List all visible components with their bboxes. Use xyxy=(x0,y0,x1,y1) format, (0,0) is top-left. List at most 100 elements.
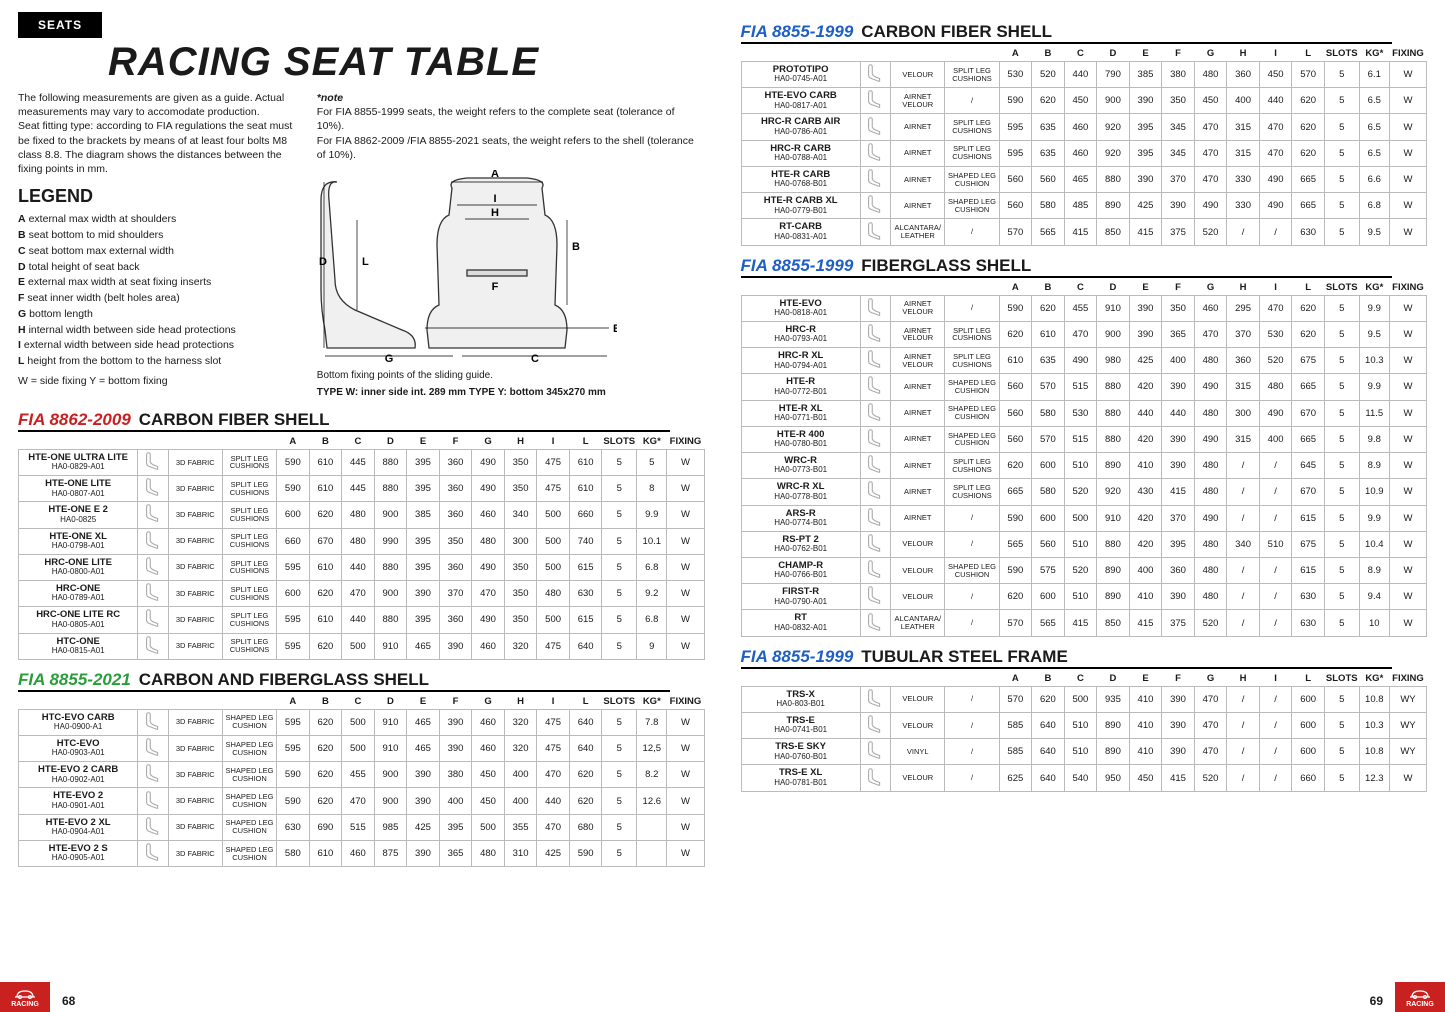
value-cell: 510 xyxy=(1064,712,1097,738)
value-cell: 850 xyxy=(1097,610,1130,636)
value-cell: 340 xyxy=(1227,531,1260,557)
value-cell: 610 xyxy=(569,476,602,502)
value-cell: 480 xyxy=(1194,531,1227,557)
value-cell: 600 xyxy=(1032,505,1065,531)
value-cell: 475 xyxy=(537,735,570,761)
value-cell xyxy=(637,814,667,840)
value-cell: 5 xyxy=(602,528,637,554)
value-cell: 10.8 xyxy=(1359,739,1389,765)
table-row: FIRST-RHA0-0790-A01VELOUR/62060051089041… xyxy=(741,584,1427,610)
cushion-cell: SHAPED LEG CUSHION xyxy=(945,557,999,583)
seat-name: HTE-EVO 2 SHA0-0905-A01 xyxy=(19,840,138,866)
value-cell: W xyxy=(667,762,704,788)
cushion-cell: SHAPED LEG CUSHION xyxy=(222,840,276,866)
svg-text:F: F xyxy=(491,281,498,293)
value-cell: 9.5 xyxy=(1359,321,1389,347)
value-cell: 415 xyxy=(1064,219,1097,245)
value-cell: 365 xyxy=(1162,321,1195,347)
table-row: HTE-EVOHA0-0818-A01AIRNET VELOUR/5906204… xyxy=(741,295,1427,321)
col-header: I xyxy=(1259,46,1292,62)
value-cell: 490 xyxy=(1259,166,1292,192)
value-cell: 570 xyxy=(999,686,1032,712)
value-cell: 610 xyxy=(1032,321,1065,347)
col-header: KG* xyxy=(1359,671,1389,687)
value-cell: 5 xyxy=(1324,88,1359,114)
value-cell: 475 xyxy=(537,709,570,735)
section-header: FIA 8855-1999FIBERGLASS SHELL xyxy=(741,256,1428,278)
value-cell: 390 xyxy=(1129,88,1162,114)
value-cell: 470 xyxy=(537,762,570,788)
seat-name: HTE-ONE ULTRA LITEHA0-0829-A01 xyxy=(19,449,138,475)
material-cell: 3D FABRIC xyxy=(168,528,222,554)
value-cell: 5 xyxy=(1324,505,1359,531)
value-cell: 500 xyxy=(342,633,375,659)
value-cell: 12,5 xyxy=(637,735,667,761)
table-row: WRC-RHA0-0773-B01AIRNETSPLIT LEG CUSHION… xyxy=(741,453,1427,479)
value-cell: W xyxy=(1389,479,1426,505)
cushion-cell: SPLIT LEG CUSHIONS xyxy=(222,633,276,659)
value-cell: 370 xyxy=(439,581,472,607)
value-cell: 315 xyxy=(1227,426,1260,452)
seat-icon xyxy=(864,141,886,163)
seat-name: HRC-ONEHA0-0789-A01 xyxy=(19,581,138,607)
cushion-cell: SHAPED LEG CUSHION xyxy=(945,166,999,192)
cushion-cell: SHAPED LEG CUSHION xyxy=(945,400,999,426)
value-cell: 375 xyxy=(1162,219,1195,245)
section-header: FIA 8862-2009CARBON FIBER SHELL xyxy=(18,410,705,432)
value-cell: 10 xyxy=(1359,610,1389,636)
cushion-cell: / xyxy=(945,531,999,557)
value-cell: 615 xyxy=(569,607,602,633)
value-cell: / xyxy=(1227,505,1260,531)
value-cell: 6.8 xyxy=(637,554,667,580)
material-cell: 3D FABRIC xyxy=(168,762,222,788)
col-header: A xyxy=(277,694,310,710)
value-cell: 520 xyxy=(1064,479,1097,505)
note-text: For FIA 8855-1999 seats, the weight refe… xyxy=(317,105,705,162)
value-cell: 575 xyxy=(1032,557,1065,583)
value-cell: 5 xyxy=(1324,114,1359,140)
table-row: HRC-R CARB AIRHA0-0786-A01AIRNETSPLIT LE… xyxy=(741,114,1427,140)
value-cell: 350 xyxy=(504,554,537,580)
col-header: KG* xyxy=(1359,280,1389,296)
value-cell: 665 xyxy=(999,479,1032,505)
value-cell: 565 xyxy=(1032,610,1065,636)
value-cell: 460 xyxy=(472,735,505,761)
seat-name: HRC-R CARB AIRHA0-0786-A01 xyxy=(741,114,860,140)
value-cell: 10.3 xyxy=(1359,712,1389,738)
value-cell: 395 xyxy=(407,554,440,580)
legend-item: Lheight from the bottom to the harness s… xyxy=(18,354,299,370)
col-header: KG* xyxy=(1359,46,1389,62)
col-header: SLOTS xyxy=(1324,46,1359,62)
value-cell: 460 xyxy=(1194,295,1227,321)
value-cell: 390 xyxy=(1162,193,1195,219)
seat-icon xyxy=(142,815,164,837)
value-cell: 565 xyxy=(999,531,1032,557)
value-cell: 5 xyxy=(1324,479,1359,505)
value-cell: 900 xyxy=(374,762,407,788)
page-number-right: 69 xyxy=(1370,994,1383,1008)
cushion-cell: / xyxy=(945,584,999,610)
value-cell: / xyxy=(1227,219,1260,245)
value-cell: 660 xyxy=(277,528,310,554)
value-cell: 5 xyxy=(1324,62,1359,88)
value-cell: 390 xyxy=(407,762,440,788)
table-row: HTE-R CARBHA0-0768-B01AIRNETSHAPED LEG C… xyxy=(741,166,1427,192)
value-cell: 315 xyxy=(1227,140,1260,166)
table-row: HTE-ONE ULTRA LITEHA0-0829-A013D FABRICS… xyxy=(19,449,705,475)
material-cell: 3D FABRIC xyxy=(168,449,222,475)
value-cell: 450 xyxy=(1129,765,1162,791)
col-header: FIXING xyxy=(667,694,704,710)
cushion-cell: SPLIT LEG CUSHIONS xyxy=(222,554,276,580)
value-cell: 640 xyxy=(569,709,602,735)
value-cell: W xyxy=(1389,505,1426,531)
value-cell: 360 xyxy=(439,502,472,528)
section-title: FIBERGLASS SHELL xyxy=(861,256,1031,276)
value-cell: 590 xyxy=(999,557,1032,583)
value-cell: / xyxy=(1259,610,1292,636)
seat-name: HTE-EVOHA0-0818-A01 xyxy=(741,295,860,321)
value-cell: 400 xyxy=(504,762,537,788)
value-cell: 880 xyxy=(1097,166,1130,192)
value-cell: 470 xyxy=(342,581,375,607)
material-cell: VELOUR xyxy=(891,557,945,583)
value-cell: 670 xyxy=(1292,479,1325,505)
